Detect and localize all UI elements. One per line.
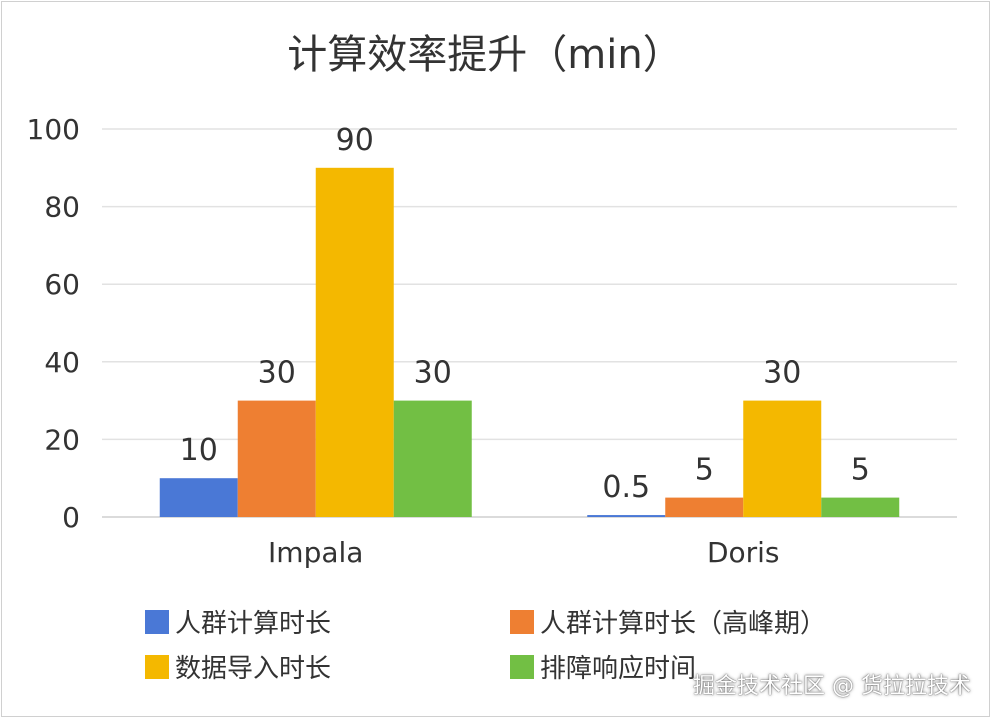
legend-label: 排障响应时间	[540, 654, 696, 684]
bar	[237, 400, 316, 517]
bar	[159, 478, 238, 517]
legend-label: 人群计算时长（高峰期）	[540, 609, 826, 639]
data-label: 5	[851, 453, 870, 488]
legend-swatch	[145, 655, 169, 679]
data-label: 30	[414, 356, 452, 391]
bar	[315, 167, 394, 518]
chart-title: 计算效率提升（min）	[287, 32, 682, 78]
legend-label: 人群计算时长	[175, 609, 331, 639]
data-label: 30	[763, 356, 801, 391]
x-tick-label: Doris	[707, 536, 780, 569]
bar	[393, 400, 472, 517]
y-tick-label: 80	[44, 191, 80, 224]
y-tick-label: 0	[62, 501, 80, 534]
x-tick-label: Impala	[268, 536, 363, 569]
y-tick-label: 40	[44, 346, 80, 379]
bar	[587, 515, 666, 517]
y-tick-label: 60	[44, 268, 80, 301]
bar	[821, 497, 900, 517]
data-label: 10	[180, 433, 218, 468]
bar	[743, 400, 822, 517]
data-label: 0.5	[602, 470, 650, 505]
data-label: 5	[695, 453, 714, 488]
data-label: 90	[336, 123, 374, 158]
legend-swatch	[510, 610, 534, 634]
bar	[665, 497, 744, 517]
legend-label: 数据导入时长	[175, 654, 331, 684]
data-label: 30	[258, 356, 296, 391]
y-tick-label: 100	[27, 113, 80, 146]
legend-swatch	[145, 610, 169, 634]
legend-swatch	[510, 655, 534, 679]
watermark: 掘金技术社区 @ 货拉拉技术	[693, 674, 971, 699]
y-tick-label: 20	[44, 423, 80, 456]
